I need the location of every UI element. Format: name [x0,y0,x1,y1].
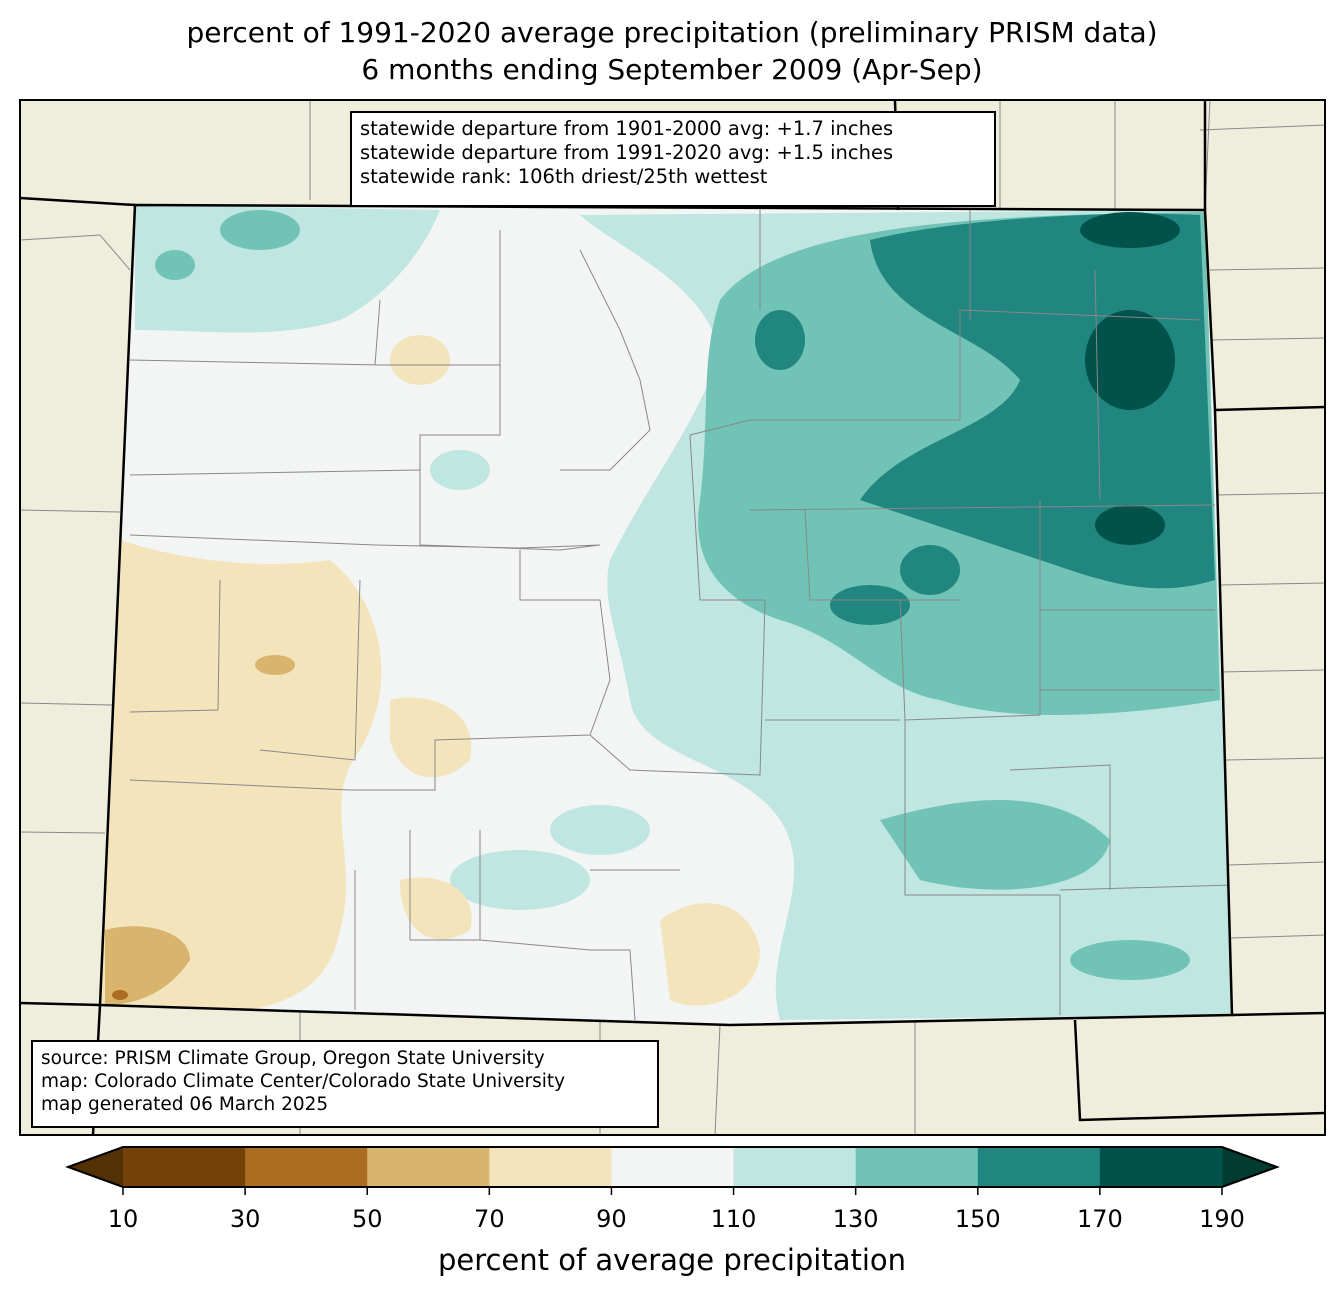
colorbar-segment [245,1147,368,1187]
source-line: map generated 06 March 2025 [41,1094,329,1115]
colorbar-tick-label: 30 [229,1205,261,1233]
colorbar-tick-label: 110 [710,1205,757,1233]
colorado-precip-field [100,205,1232,1025]
colorbar-tick-label: 150 [954,1205,1001,1233]
colorbar-segment [611,1147,735,1187]
map-frame [19,99,1326,1136]
source-line: source: PRISM Climate Group, Oregon Stat… [41,1048,545,1069]
map-subtitle: 6 months ending September 2009 (Apr-Sep) [361,53,983,86]
colorbar-segment [367,1147,490,1187]
county-lines [129,205,1232,1021]
stat-line: statewide departure from 1991-2020 avg: … [360,141,894,164]
map-title: percent of 1991-2020 average precipitati… [186,16,1158,49]
colorbar-segment [733,1147,857,1187]
colorbar-segment [855,1147,979,1187]
source-line: map: Colorado Climate Center/Colorado St… [41,1071,566,1092]
colorbar [65,1146,1280,1195]
colorbar-tick-label: 90 [596,1205,627,1233]
colorbar-segment [123,1147,246,1187]
stat-line: statewide departure from 1901-2000 avg: … [360,117,894,140]
colorbar-tick-label: 70 [474,1205,505,1233]
state-borders [19,99,1326,1136]
colorbar-segment [977,1147,1101,1187]
source-box: source: PRISM Climate Group, Oregon Stat… [31,1040,659,1128]
colorbar-under-arrow [68,1147,123,1187]
colorbar-segment [1099,1147,1223,1187]
colorbar-tick-label: 130 [832,1205,879,1233]
colorbar-tick-label: 50 [351,1205,383,1233]
colorbar-tick-label: 170 [1076,1205,1123,1233]
colorbar-tick-label: 190 [1199,1205,1245,1233]
colorbar-segment [489,1147,612,1187]
colorbar-over-arrow [1222,1147,1277,1187]
statewide-stats-box: statewide departure from 1901-2000 avg: … [350,111,996,207]
colorbar-label: percent of average precipitation [437,1243,907,1277]
stat-line: statewide rank: 106th driest/25th wettes… [360,165,768,188]
colorbar-tick-label: 10 [107,1205,139,1233]
